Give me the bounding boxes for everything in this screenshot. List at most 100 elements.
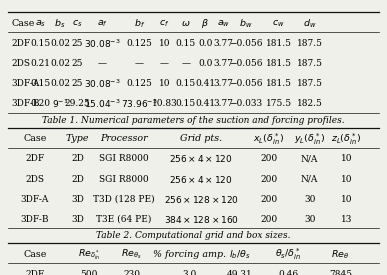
Text: —: —: [98, 59, 107, 68]
Text: 187.5: 187.5: [296, 39, 323, 48]
Text: 10: 10: [341, 175, 352, 184]
Text: $256 \times 4 \times 120$: $256 \times 4 \times 120$: [170, 153, 233, 164]
Text: 0.02: 0.02: [50, 59, 70, 68]
Text: 29.25: 29.25: [65, 99, 90, 108]
Text: T3D (128 PE): T3D (128 PE): [93, 195, 155, 204]
Text: 25: 25: [72, 79, 83, 88]
Text: 10: 10: [159, 79, 170, 88]
Text: —: —: [160, 59, 169, 68]
Text: $c_f$: $c_f$: [159, 18, 170, 29]
Text: 200: 200: [260, 195, 277, 204]
Text: 13: 13: [341, 215, 352, 224]
Text: $15.04^{-3}$: $15.04^{-3}$: [84, 98, 121, 110]
Text: $a_s$: $a_s$: [35, 18, 46, 29]
Text: N/A: N/A: [301, 155, 318, 164]
Text: −0.056: −0.056: [229, 59, 262, 68]
Text: 182.5: 182.5: [297, 99, 322, 108]
Text: 0.125: 0.125: [127, 79, 152, 88]
Text: $9^{-1}$: $9^{-1}$: [52, 98, 68, 110]
Text: 0.0: 0.0: [198, 39, 212, 48]
Text: −0.056: −0.056: [229, 39, 262, 48]
Text: $256 \times 128 \times 120$: $256 \times 128 \times 120$: [164, 194, 239, 205]
Text: 0.46: 0.46: [278, 270, 298, 275]
Text: 3.77: 3.77: [214, 99, 234, 108]
Text: $a_w$: $a_w$: [217, 18, 230, 29]
Text: 0.41: 0.41: [195, 99, 215, 108]
Text: SGI R8000: SGI R8000: [99, 155, 149, 164]
Text: 200: 200: [260, 175, 277, 184]
Text: 0.0: 0.0: [198, 59, 212, 68]
Text: 2DS: 2DS: [12, 59, 31, 68]
Text: 187.5: 187.5: [296, 79, 323, 88]
Text: 3D: 3D: [71, 215, 84, 224]
Text: 3.77: 3.77: [214, 79, 234, 88]
Text: $l_b/\theta_s$: $l_b/\theta_s$: [229, 248, 251, 261]
Text: 3.77: 3.77: [214, 59, 234, 68]
Text: 49.31: 49.31: [227, 270, 253, 275]
Text: % forcing amp.: % forcing amp.: [153, 250, 226, 259]
Text: SGI R8000: SGI R8000: [99, 175, 149, 184]
Text: 25: 25: [72, 59, 83, 68]
Text: Case: Case: [23, 134, 46, 144]
Text: $b_f$: $b_f$: [134, 17, 145, 30]
Text: 2D: 2D: [71, 175, 84, 184]
Text: −0.056: −0.056: [229, 79, 262, 88]
Text: 3DF-B: 3DF-B: [12, 99, 40, 108]
Text: $z_L(\delta^*_{in})$: $z_L(\delta^*_{in})$: [331, 131, 361, 147]
Text: Grid pts.: Grid pts.: [180, 134, 222, 144]
Text: $c_s$: $c_s$: [72, 18, 83, 29]
Text: 230: 230: [123, 270, 140, 275]
Text: 0.02: 0.02: [50, 79, 70, 88]
Text: 181.5: 181.5: [265, 59, 292, 68]
Text: $b_s$: $b_s$: [54, 17, 66, 30]
Text: $a_f$: $a_f$: [97, 18, 108, 29]
Text: 200: 200: [260, 155, 277, 164]
Text: $b_w$: $b_w$: [239, 17, 252, 30]
Text: 2DS: 2DS: [25, 175, 45, 184]
Text: 3D: 3D: [71, 195, 84, 204]
Text: 3DF-A: 3DF-A: [21, 195, 49, 204]
Text: Type: Type: [66, 134, 89, 144]
Text: 0.125: 0.125: [127, 39, 152, 48]
Text: $\omega$: $\omega$: [181, 19, 190, 28]
Text: 7845: 7845: [329, 270, 352, 275]
Text: 0.15: 0.15: [176, 39, 196, 48]
Text: 0.15: 0.15: [176, 79, 196, 88]
Text: Table 2. Computational grid and box sizes.: Table 2. Computational grid and box size…: [96, 232, 291, 240]
Text: 2D: 2D: [71, 155, 84, 164]
Text: Processor: Processor: [100, 134, 148, 144]
Text: 3DF-B: 3DF-B: [21, 215, 49, 224]
Text: 25: 25: [72, 39, 83, 48]
Text: 0.20: 0.20: [31, 99, 51, 108]
Text: 175.5: 175.5: [265, 99, 292, 108]
Text: 10: 10: [341, 195, 352, 204]
Text: 187.5: 187.5: [296, 59, 323, 68]
Text: $c_w$: $c_w$: [272, 18, 285, 29]
Text: $256 \times 4 \times 120$: $256 \times 4 \times 120$: [170, 174, 233, 185]
Text: —: —: [135, 59, 144, 68]
Text: T3E (64 PE): T3E (64 PE): [96, 215, 152, 224]
Text: 0.15: 0.15: [176, 99, 196, 108]
Text: 30: 30: [304, 215, 315, 224]
Text: 2DF: 2DF: [25, 155, 45, 164]
Text: 2DF: 2DF: [25, 270, 45, 275]
Text: $384 \times 128 \times 160$: $384 \times 128 \times 160$: [164, 214, 239, 225]
Text: 200: 200: [260, 215, 277, 224]
Text: −0.033: −0.033: [229, 99, 262, 108]
Text: N/A: N/A: [301, 175, 318, 184]
Text: 10: 10: [159, 39, 170, 48]
Text: 0.41: 0.41: [195, 79, 215, 88]
Text: $Re_{\delta^*_{in}}$: $Re_{\delta^*_{in}}$: [78, 247, 100, 262]
Text: 2DF: 2DF: [12, 39, 31, 48]
Text: —: —: [181, 59, 190, 68]
Text: Case: Case: [12, 19, 35, 28]
Text: 181.5: 181.5: [265, 79, 292, 88]
Text: 3.77: 3.77: [214, 39, 234, 48]
Text: Table 1. Numerical parameters of the suction and forcing profiles.: Table 1. Numerical parameters of the suc…: [42, 116, 345, 125]
Text: 0.02: 0.02: [50, 39, 70, 48]
Text: $y_L(\delta^*_{in})$: $y_L(\delta^*_{in})$: [294, 131, 325, 147]
Text: 30: 30: [304, 195, 315, 204]
Text: $d_w$: $d_w$: [303, 17, 316, 30]
Text: $\beta$: $\beta$: [201, 17, 209, 30]
Text: $30.08^{-3}$: $30.08^{-3}$: [84, 37, 121, 50]
